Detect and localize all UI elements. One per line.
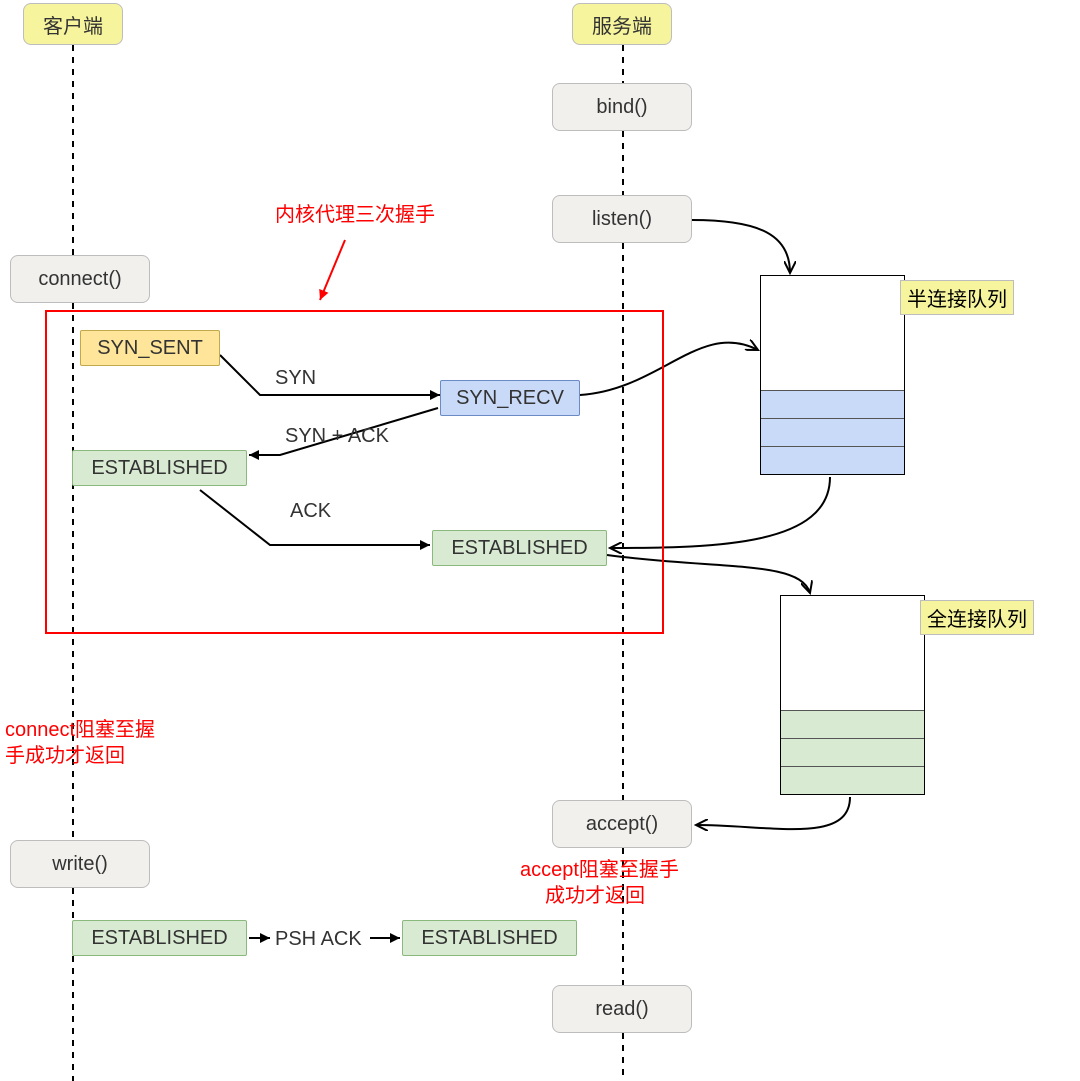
ack-label: ACK <box>290 500 331 523</box>
bind-label: bind() <box>596 96 647 119</box>
connect-box: connect() <box>10 255 150 303</box>
syn-label: SYN <box>275 367 316 390</box>
listen-box: listen() <box>552 195 692 243</box>
half-queue-label: 半连接队列 <box>900 280 1014 315</box>
syn-sent-label: SYN_SENT <box>97 337 203 360</box>
state-syn-recv: SYN_RECV <box>440 380 580 416</box>
full-queue-slot <box>781 766 924 794</box>
connect-block-text-1: connect阻塞至握 <box>5 718 155 743</box>
syn-recv-label: SYN_RECV <box>456 387 564 410</box>
full-connection-queue <box>780 595 925 795</box>
connect-block-text-2: 手成功才返回 <box>5 744 125 769</box>
pshack-label: PSH ACK <box>275 928 362 951</box>
state-established-client-1: ESTABLISHED <box>72 450 247 486</box>
client-header: 客户端 <box>23 3 123 45</box>
accept-block-text-1: accept阻塞至握手 <box>520 858 679 883</box>
estab-s1-label: ESTABLISHED <box>451 537 587 560</box>
write-label: write() <box>52 853 108 876</box>
estab-s2-label: ESTABLISHED <box>421 927 557 950</box>
listen-label: listen() <box>592 208 652 231</box>
accept-block-text-2: 成功才返回 <box>545 884 645 909</box>
half-queue-slot <box>761 418 904 446</box>
full-queue-slot <box>781 710 924 738</box>
full-queue-slot <box>781 738 924 766</box>
server-header: 服务端 <box>572 3 672 45</box>
half-connection-queue <box>760 275 905 475</box>
half-queue-slot <box>761 446 904 474</box>
connect-label: connect() <box>38 268 121 291</box>
state-established-server-1: ESTABLISHED <box>432 530 607 566</box>
state-established-client-2: ESTABLISHED <box>72 920 247 956</box>
read-label: read() <box>595 998 648 1021</box>
server-header-label: 服务端 <box>592 10 652 39</box>
estab-c1-label: ESTABLISHED <box>91 457 227 480</box>
full-queue-label: 全连接队列 <box>920 600 1034 635</box>
state-established-server-2: ESTABLISHED <box>402 920 577 956</box>
client-header-label: 客户端 <box>43 10 103 39</box>
state-syn-sent: SYN_SENT <box>80 330 220 366</box>
accept-label: accept() <box>586 813 658 836</box>
accept-box: accept() <box>552 800 692 848</box>
write-box: write() <box>10 840 150 888</box>
synack-label: SYN + ACK <box>285 425 389 448</box>
estab-c2-label: ESTABLISHED <box>91 927 227 950</box>
bind-box: bind() <box>552 83 692 131</box>
read-box: read() <box>552 985 692 1033</box>
half-queue-slot <box>761 390 904 418</box>
kernel-proxy-text: 内核代理三次握手 <box>275 203 435 228</box>
